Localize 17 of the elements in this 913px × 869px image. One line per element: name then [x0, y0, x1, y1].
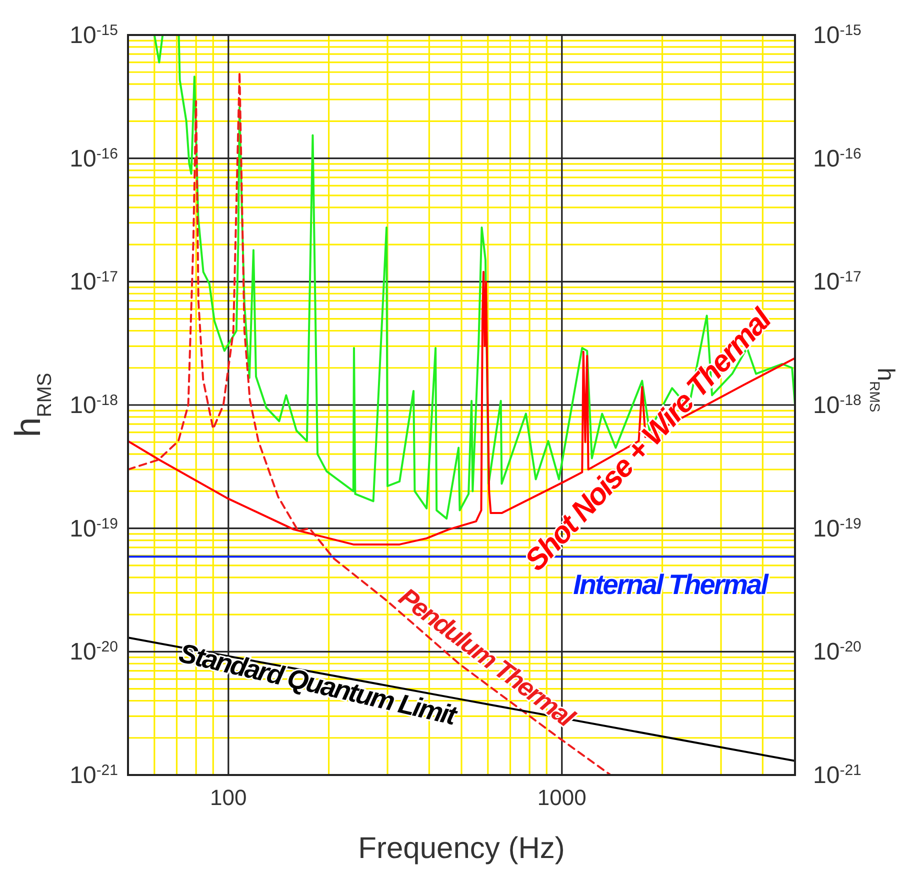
y-tick-label: 10$^{-18}$: [70, 392, 118, 419]
y-tick-label: 10$^{-15}$: [70, 22, 118, 49]
text: 10$^{-15}$: [813, 22, 862, 49]
y-tick-label: 10$^{-16}$: [70, 144, 118, 172]
x-tick-label: 100: [210, 785, 247, 810]
x-tick-label: 1000: [537, 785, 586, 810]
text: 10$^{-16}$: [813, 144, 862, 172]
text: 10$^{-18}$: [813, 392, 862, 419]
text: 10$^{-20}$: [813, 638, 862, 666]
y-tick-label: 10$^{-19}$: [70, 514, 118, 542]
y-tick-label: 10$^{-17}$: [70, 268, 118, 296]
text: 10$^{-17}$: [813, 268, 862, 296]
y-tick-label: 10$^{-20}$: [70, 638, 118, 666]
text: 10$^{-21}$: [813, 762, 862, 789]
text: 10$^{-19}$: [813, 514, 862, 542]
x-axis-title: Frequency (Hz): [358, 832, 565, 865]
y-tick-label: 10$^{-21}$: [70, 762, 118, 789]
